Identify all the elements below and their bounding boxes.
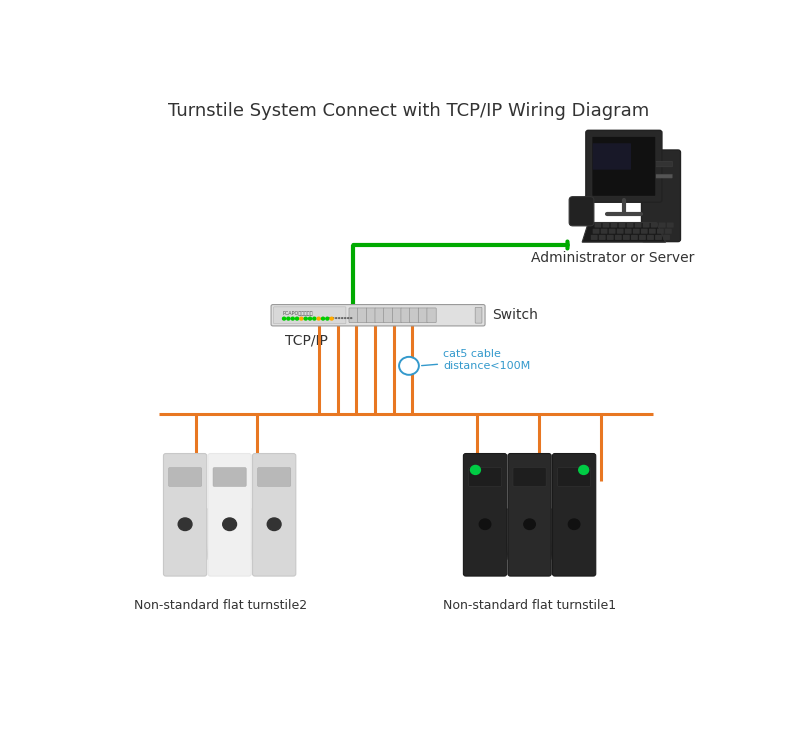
FancyBboxPatch shape xyxy=(468,468,502,486)
FancyBboxPatch shape xyxy=(592,137,656,196)
Circle shape xyxy=(568,519,580,529)
Circle shape xyxy=(178,518,192,531)
FancyBboxPatch shape xyxy=(252,453,296,576)
FancyBboxPatch shape xyxy=(401,308,410,323)
Circle shape xyxy=(282,318,286,320)
FancyBboxPatch shape xyxy=(639,235,646,240)
FancyBboxPatch shape xyxy=(651,223,658,228)
Circle shape xyxy=(286,318,290,320)
FancyBboxPatch shape xyxy=(665,228,672,234)
FancyBboxPatch shape xyxy=(349,308,358,323)
Text: TCP/IP: TCP/IP xyxy=(285,334,328,347)
FancyBboxPatch shape xyxy=(164,453,207,576)
Circle shape xyxy=(313,318,316,320)
FancyBboxPatch shape xyxy=(650,161,673,167)
FancyBboxPatch shape xyxy=(609,228,615,234)
FancyBboxPatch shape xyxy=(586,131,662,202)
FancyBboxPatch shape xyxy=(615,235,622,240)
FancyBboxPatch shape xyxy=(208,453,251,576)
Circle shape xyxy=(322,318,325,320)
Text: cat5 cable
distance<100M: cat5 cable distance<100M xyxy=(421,350,530,371)
FancyBboxPatch shape xyxy=(601,228,607,234)
Circle shape xyxy=(304,318,307,320)
Circle shape xyxy=(309,318,311,320)
FancyBboxPatch shape xyxy=(602,223,610,228)
FancyBboxPatch shape xyxy=(598,235,606,240)
Polygon shape xyxy=(504,509,511,560)
FancyBboxPatch shape xyxy=(366,308,376,323)
FancyBboxPatch shape xyxy=(641,228,648,234)
Circle shape xyxy=(523,519,535,529)
FancyBboxPatch shape xyxy=(418,308,428,323)
FancyBboxPatch shape xyxy=(650,174,673,178)
FancyBboxPatch shape xyxy=(558,468,591,486)
FancyBboxPatch shape xyxy=(593,143,631,169)
Text: PCAPO解答文系统: PCAPO解答文系统 xyxy=(282,310,313,315)
FancyBboxPatch shape xyxy=(358,308,367,323)
FancyBboxPatch shape xyxy=(649,228,656,234)
Text: Turnstile System Connect with TCP/IP Wiring Diagram: Turnstile System Connect with TCP/IP Wir… xyxy=(168,101,650,120)
FancyBboxPatch shape xyxy=(569,196,594,226)
FancyBboxPatch shape xyxy=(213,468,247,486)
Circle shape xyxy=(326,318,329,320)
Circle shape xyxy=(471,466,480,474)
FancyBboxPatch shape xyxy=(606,235,614,240)
FancyBboxPatch shape xyxy=(409,308,419,323)
Circle shape xyxy=(317,318,320,320)
FancyBboxPatch shape xyxy=(591,235,598,240)
FancyBboxPatch shape xyxy=(634,223,642,228)
FancyBboxPatch shape xyxy=(271,304,485,326)
FancyBboxPatch shape xyxy=(475,307,482,323)
FancyBboxPatch shape xyxy=(642,223,650,228)
Circle shape xyxy=(223,518,236,531)
FancyBboxPatch shape xyxy=(663,235,670,240)
FancyBboxPatch shape xyxy=(375,308,385,323)
FancyBboxPatch shape xyxy=(667,223,674,228)
FancyBboxPatch shape xyxy=(464,453,507,576)
Circle shape xyxy=(480,519,491,529)
FancyBboxPatch shape xyxy=(508,453,551,576)
FancyBboxPatch shape xyxy=(595,223,602,228)
FancyBboxPatch shape xyxy=(393,308,401,323)
FancyBboxPatch shape xyxy=(631,235,638,240)
FancyBboxPatch shape xyxy=(610,223,618,228)
FancyBboxPatch shape xyxy=(168,468,202,486)
Polygon shape xyxy=(583,223,666,242)
Polygon shape xyxy=(249,509,255,560)
FancyBboxPatch shape xyxy=(384,308,393,323)
FancyBboxPatch shape xyxy=(513,468,546,486)
FancyBboxPatch shape xyxy=(593,228,599,234)
Text: Non-standard flat turnstile1: Non-standard flat turnstile1 xyxy=(443,599,616,612)
FancyBboxPatch shape xyxy=(655,235,662,240)
Text: Administrator or Server: Administrator or Server xyxy=(531,250,695,264)
FancyBboxPatch shape xyxy=(274,307,346,323)
Circle shape xyxy=(330,318,334,320)
FancyBboxPatch shape xyxy=(623,235,630,240)
FancyBboxPatch shape xyxy=(633,228,640,234)
Circle shape xyxy=(300,318,303,320)
Circle shape xyxy=(399,357,419,374)
Polygon shape xyxy=(549,509,555,560)
FancyBboxPatch shape xyxy=(258,468,290,486)
Polygon shape xyxy=(204,509,211,560)
Circle shape xyxy=(295,318,298,320)
Text: ————————————— ●●●●●●●●: ————————————— ●●●●●●●● xyxy=(282,315,353,320)
FancyBboxPatch shape xyxy=(618,223,626,228)
FancyBboxPatch shape xyxy=(427,308,437,323)
FancyBboxPatch shape xyxy=(617,228,623,234)
FancyBboxPatch shape xyxy=(659,223,666,228)
FancyBboxPatch shape xyxy=(626,223,634,228)
FancyBboxPatch shape xyxy=(657,228,664,234)
Text: Switch: Switch xyxy=(492,308,539,322)
Circle shape xyxy=(267,518,281,531)
FancyBboxPatch shape xyxy=(625,228,632,234)
FancyBboxPatch shape xyxy=(552,453,596,576)
FancyBboxPatch shape xyxy=(647,235,654,240)
Circle shape xyxy=(291,318,294,320)
Text: Non-standard flat turnstile2: Non-standard flat turnstile2 xyxy=(134,599,307,612)
Circle shape xyxy=(579,466,589,474)
FancyBboxPatch shape xyxy=(642,150,681,242)
